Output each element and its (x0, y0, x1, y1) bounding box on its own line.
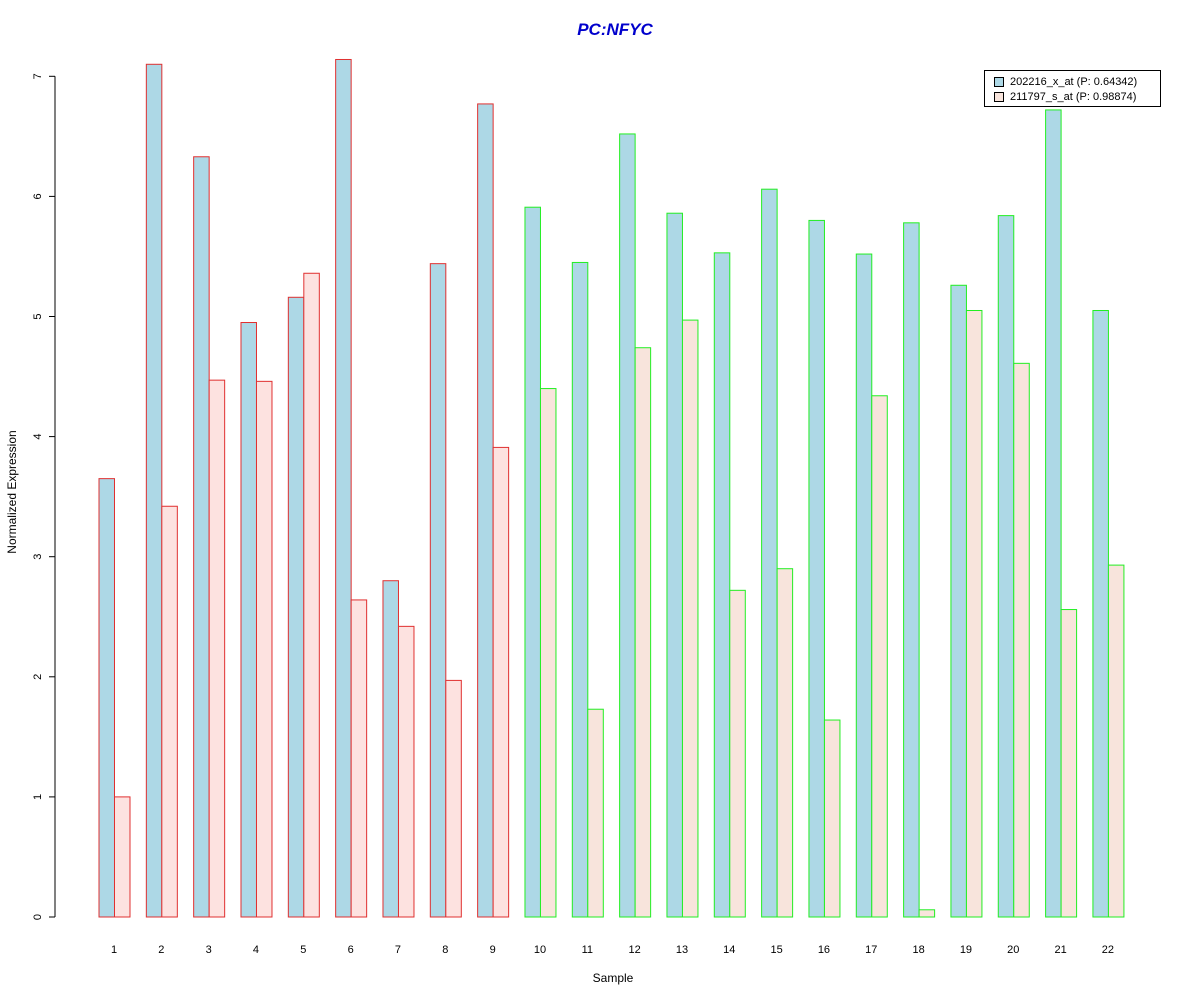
bar-sample-5-series-2 (303, 272, 320, 918)
bar-sample-16-series-2 (823, 719, 841, 918)
x-tick-label: 6 (348, 944, 354, 956)
y-tick-label: 5 (32, 313, 44, 319)
bar-sample-20-series-2 (1013, 362, 1030, 918)
x-tick-label: 18 (912, 944, 924, 956)
bar-sample-18-series-1 (903, 222, 920, 918)
bar-sample-22-series-2 (1107, 564, 1125, 918)
bar-sample-2-series-2 (161, 505, 178, 918)
x-tick-label: 10 (534, 944, 546, 956)
x-tick-label: 20 (1007, 944, 1019, 956)
bar-sample-9-series-2 (492, 446, 510, 918)
bar-sample-15-series-1 (761, 188, 778, 918)
x-tick-label: 3 (206, 944, 212, 956)
x-tick-label: 7 (395, 944, 401, 956)
bar-sample-11-series-2 (587, 708, 604, 918)
legend-label-series-1: 202216_x_at (P: 0.64342) (1010, 76, 1138, 88)
y-tick-label: 6 (32, 193, 44, 199)
bar-sample-21-series-2 (1060, 609, 1078, 918)
y-axis-label: Normalized Expression (5, 430, 19, 554)
bar-sample-5-series-1 (287, 296, 305, 918)
x-tick-label: 11 (582, 944, 593, 956)
bar-sample-13-series-2 (681, 319, 699, 918)
bar-sample-11-series-1 (571, 261, 589, 918)
x-tick-label: 2 (158, 944, 164, 956)
bar-sample-9-series-1 (477, 103, 494, 918)
x-tick-label: 5 (300, 944, 306, 956)
bar-sample-3-series-2 (208, 379, 226, 918)
bar-sample-12-series-1 (619, 133, 636, 918)
bar-sample-14-series-2 (729, 589, 746, 918)
y-tick-label: 3 (32, 554, 44, 560)
bar-sample-12-series-2 (634, 347, 652, 918)
x-tick-label: 8 (442, 944, 448, 956)
bar-sample-19-series-2 (965, 309, 983, 918)
y-tick-label: 0 (32, 914, 44, 920)
bar-sample-10-series-2 (539, 388, 557, 918)
bar-sample-6-series-2 (350, 599, 368, 918)
bar-sample-4-series-2 (255, 380, 273, 918)
bar-sample-8-series-1 (429, 263, 447, 918)
bar-sample-7-series-1 (382, 580, 399, 918)
bar-sample-16-series-1 (808, 219, 825, 918)
bar-sample-13-series-1 (666, 212, 683, 918)
x-axis-label: Sample (592, 971, 634, 985)
bar-sample-18-series-2 (918, 909, 936, 918)
y-tick-label: 7 (32, 73, 44, 79)
bar-sample-10-series-1 (524, 206, 541, 918)
bar-sample-14-series-1 (713, 252, 731, 918)
x-tick-label: 12 (629, 944, 641, 956)
y-tick-label: 4 (32, 434, 44, 440)
bar-sample-3-series-1 (193, 156, 210, 918)
x-tick-label: 17 (865, 944, 877, 956)
x-tick-label: 13 (676, 944, 688, 956)
x-tick-label: 22 (1102, 944, 1114, 956)
bar-sample-4-series-1 (240, 322, 257, 918)
x-tick-label: 15 (770, 944, 782, 956)
x-tick-label: 19 (960, 944, 972, 956)
bar-sample-21-series-1 (1045, 109, 1062, 918)
bar-sample-2-series-1 (145, 63, 163, 918)
bar-sample-7-series-2 (397, 625, 415, 918)
x-tick-label: 21 (1054, 944, 1066, 956)
bar-sample-8-series-2 (445, 679, 462, 918)
legend: 202216_x_at (P: 0.64342) 211797_s_at (P:… (984, 70, 1161, 107)
bar-sample-19-series-1 (950, 284, 967, 918)
bar-sample-17-series-2 (871, 395, 888, 918)
legend-swatch-series-1 (994, 77, 1004, 87)
y-tick-label: 1 (32, 794, 44, 800)
bar-sample-1-series-1 (98, 478, 115, 918)
legend-item-series-2: 211797_s_at (P: 0.98874) (994, 90, 1136, 104)
bar-sample-17-series-1 (855, 253, 873, 918)
y-tick-label: 2 (32, 674, 44, 680)
bar-sample-1-series-2 (114, 796, 131, 918)
x-tick-label: 9 (490, 944, 496, 956)
bar-sample-15-series-2 (776, 568, 794, 918)
bar-sample-6-series-1 (335, 58, 352, 918)
x-tick-label: 16 (818, 944, 830, 956)
x-tick-label: 4 (253, 944, 259, 956)
legend-label-series-2: 211797_s_at (P: 0.98874) (1010, 91, 1137, 103)
bar-sample-22-series-1 (1092, 309, 1109, 918)
chart-title: PC:NFYC (577, 20, 653, 39)
x-tick-label: 1 (111, 944, 117, 956)
legend-item-series-1: 202216_x_at (P: 0.64342) (994, 75, 1137, 89)
x-tick-label: 14 (723, 944, 735, 956)
bar-sample-20-series-1 (997, 215, 1015, 918)
legend-swatch-series-2 (994, 92, 1004, 102)
